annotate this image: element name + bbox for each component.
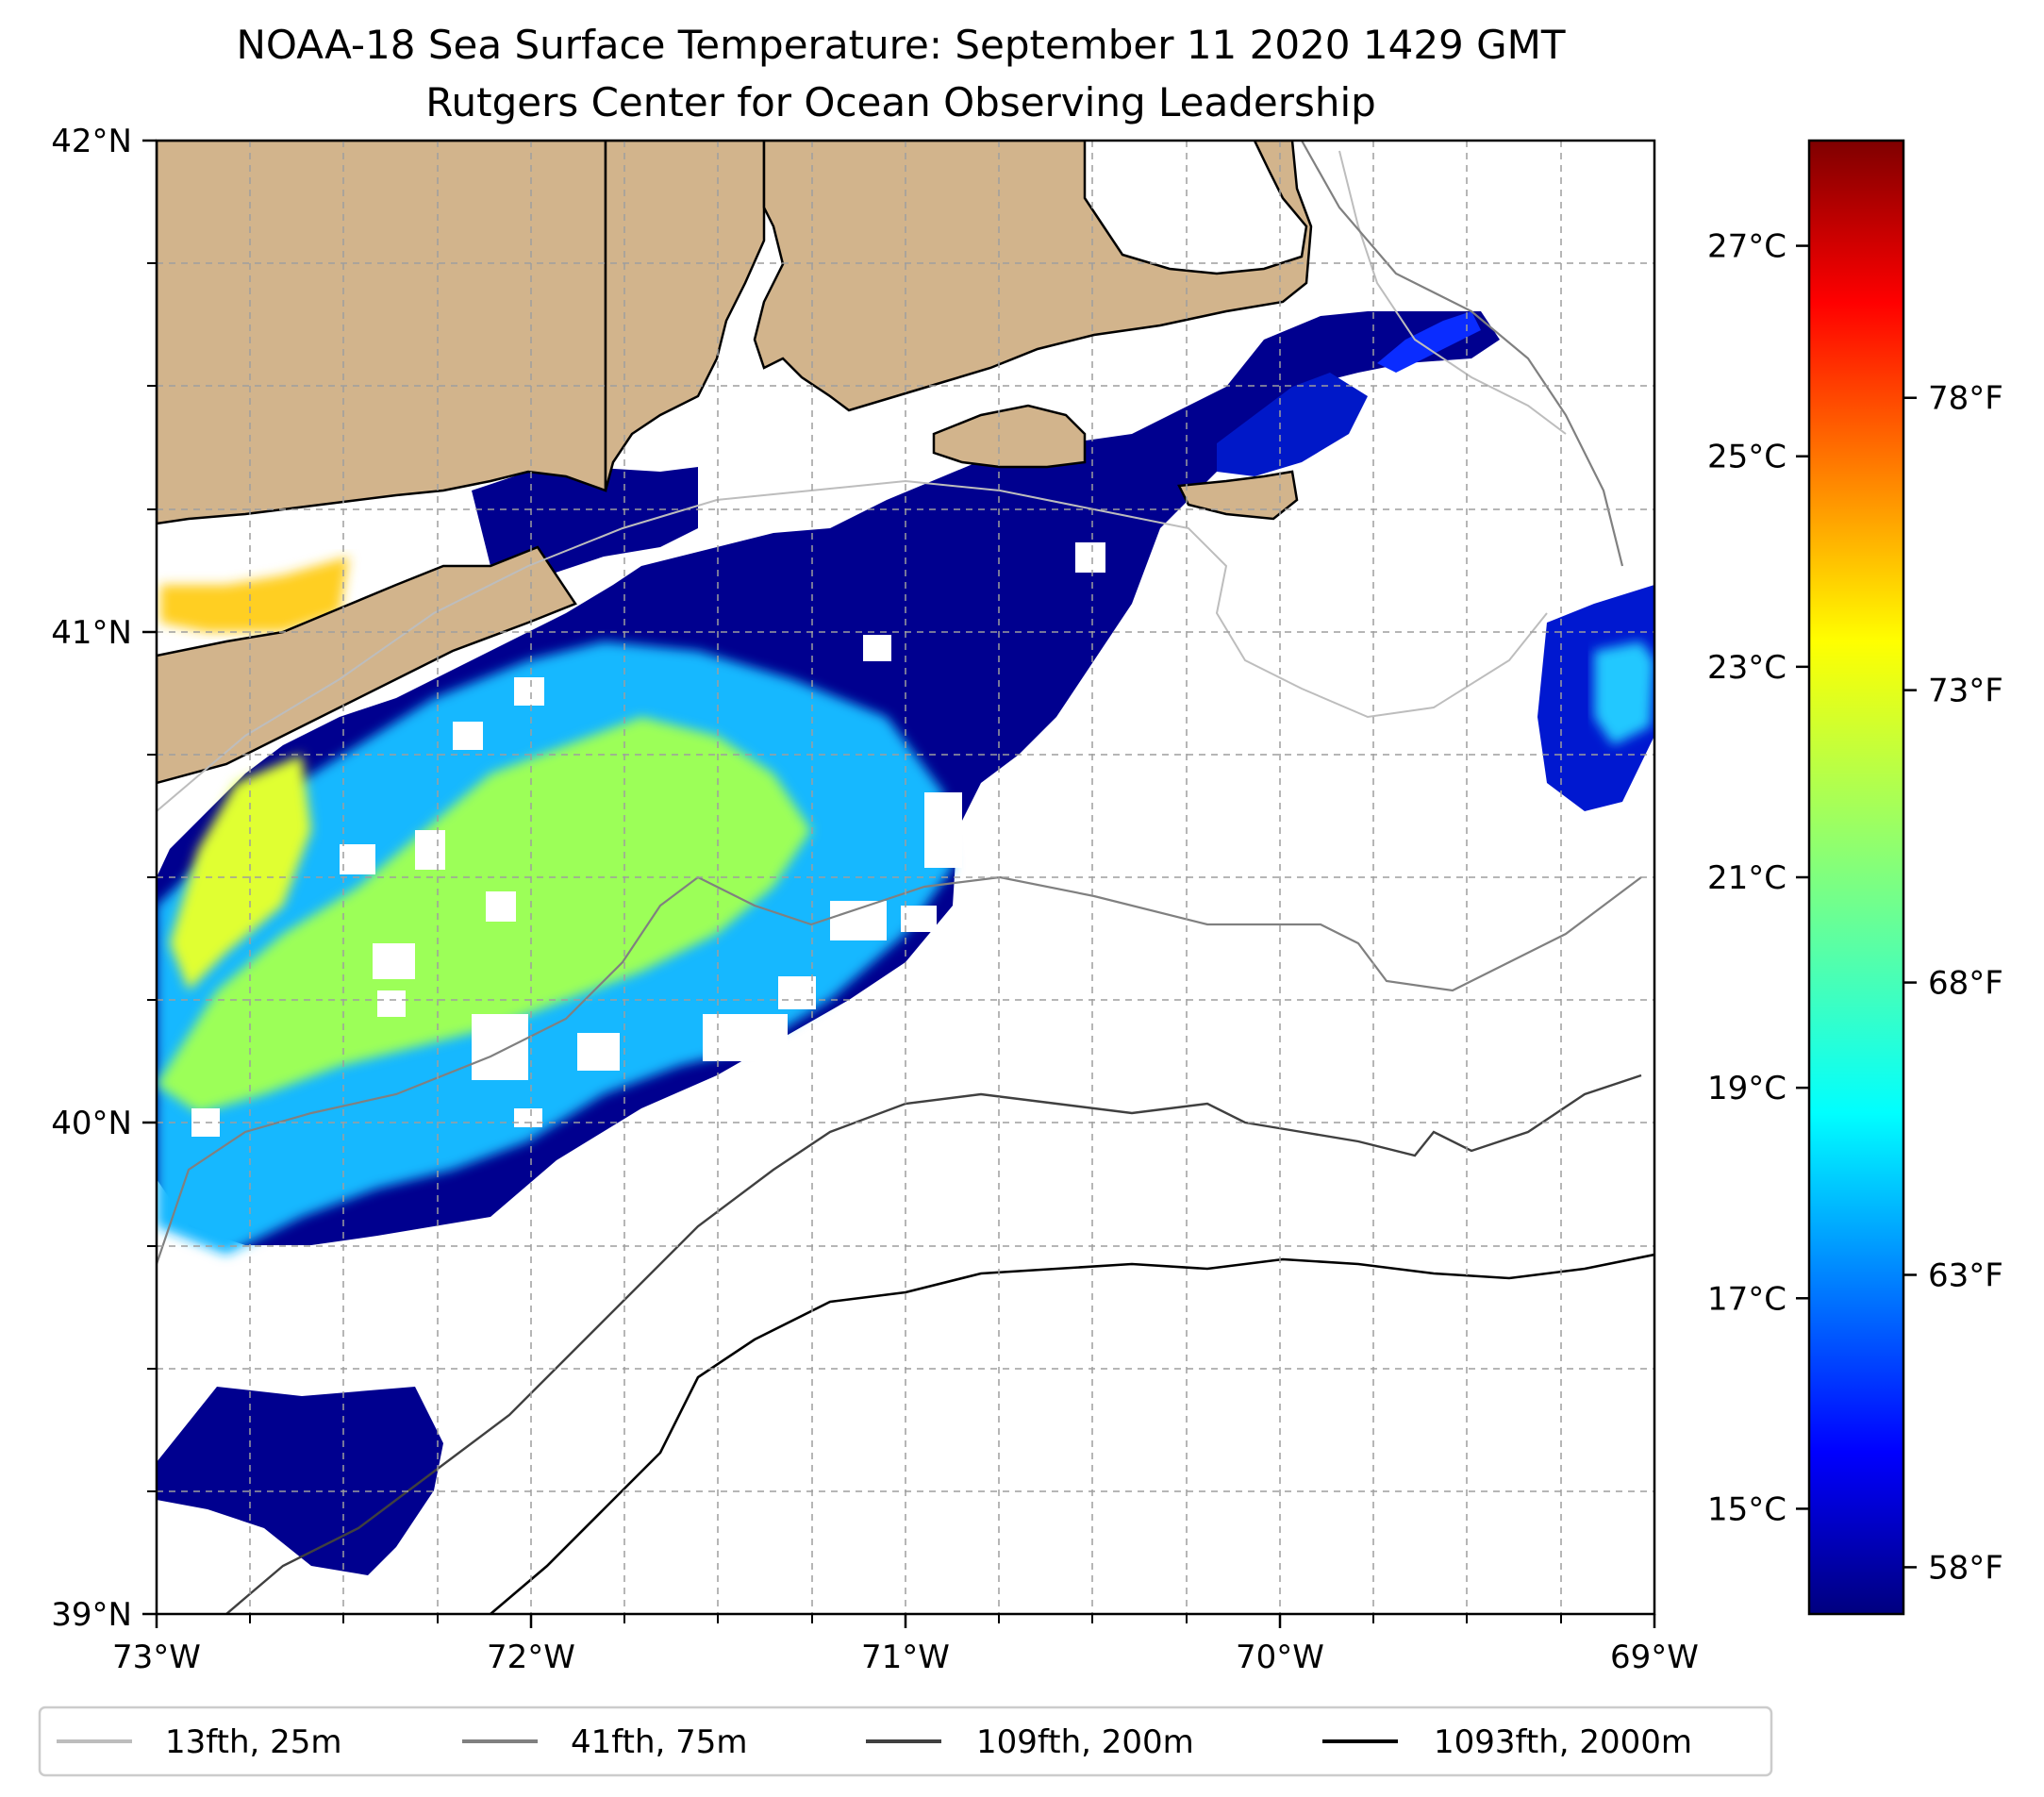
missing-data-holes bbox=[191, 542, 1105, 1137]
chart-subtitle: Rutgers Center for Ocean Observing Leade… bbox=[425, 79, 1376, 125]
y-axis bbox=[142, 139, 157, 1616]
map-minor-ticks bbox=[147, 262, 1562, 1623]
x-tick-label: 73°W bbox=[112, 1639, 201, 1676]
legend-label: 1093fth, 2000m bbox=[1434, 1723, 1692, 1761]
contour-200m bbox=[225, 1073, 1642, 1614]
land-long-island bbox=[157, 545, 577, 785]
colorbar-celsius-label: 23°C bbox=[1707, 649, 1786, 687]
x-axis bbox=[155, 1614, 1656, 1628]
sst-region-east-patch-cyan bbox=[1594, 641, 1654, 745]
sst-region-northeast-strip bbox=[1377, 311, 1481, 373]
chart-title: NOAA-18 Sea Surface Temperature: Septemb… bbox=[236, 22, 1565, 68]
land-rhode-island-mass bbox=[753, 141, 1313, 412]
contour-75m bbox=[157, 875, 1642, 1265]
legend-label: 13fth, 25m bbox=[165, 1723, 342, 1761]
legend: 13fth, 25m 41fth, 75m 109fth, 200m 1093f… bbox=[38, 1705, 1773, 1777]
sst-region-coastal-warm bbox=[160, 557, 349, 632]
colorbar-fahrenheit-ticks: 78°F 73°F 68°F 63°F 58°F bbox=[1903, 380, 2003, 1587]
x-tick-label: 71°W bbox=[861, 1639, 950, 1676]
x-tick-label: 70°W bbox=[1236, 1639, 1324, 1676]
colorbar-celsius-label: 19°C bbox=[1707, 1070, 1786, 1107]
legend-item: 13fth, 25m bbox=[57, 1723, 342, 1761]
map-panel bbox=[157, 141, 1654, 1614]
land-nantucket bbox=[1177, 470, 1299, 521]
legend-item: 41fth, 75m bbox=[462, 1723, 748, 1761]
y-tick-label: 41°N bbox=[51, 614, 132, 652]
colorbar-celsius-label: 21°C bbox=[1707, 859, 1786, 897]
colorbar-celsius-label: 15°C bbox=[1707, 1490, 1786, 1528]
sst-region-south-patch bbox=[157, 1387, 443, 1575]
legend-label: 109fth, 200m bbox=[976, 1723, 1194, 1761]
legend-item: 109fth, 200m bbox=[866, 1723, 1194, 1761]
colorbar-celsius-label: 27°C bbox=[1707, 228, 1786, 266]
colorbar-gradient bbox=[1807, 139, 1905, 1616]
legend-label: 41fth, 75m bbox=[571, 1723, 748, 1761]
contour-25m-north bbox=[1338, 150, 1567, 435]
legend-item: 1093fth, 2000m bbox=[1322, 1723, 1692, 1761]
colorbar-celsius-label: 17°C bbox=[1707, 1280, 1786, 1318]
sst-region-green-core bbox=[157, 717, 811, 1113]
x-tick-label: 72°W bbox=[487, 1639, 575, 1676]
colorbar-fahrenheit-label: 73°F bbox=[1928, 673, 2003, 710]
sst-region-yellow-core bbox=[170, 755, 311, 990]
land-martha-vineyard bbox=[932, 404, 1087, 469]
x-tick-label: 69°W bbox=[1610, 1639, 1699, 1676]
y-tick-label: 42°N bbox=[51, 123, 132, 160]
contour-2000m bbox=[490, 1253, 1654, 1614]
colorbar-fahrenheit-label: 58°F bbox=[1928, 1549, 2003, 1587]
colorbar: 27°C 25°C 23°C 21°C 19°C 17°C 15°C 78°F 73°F 68°… bbox=[1707, 139, 2003, 1616]
colorbar-fahrenheit-label: 63°F bbox=[1928, 1256, 2003, 1294]
contour-25m bbox=[157, 479, 1548, 812]
land-connecticut-coast bbox=[604, 141, 766, 491]
land-new-england bbox=[157, 141, 607, 525]
y-tick-label: 40°N bbox=[51, 1105, 132, 1142]
contour-75m-east bbox=[1301, 141, 1624, 567]
colorbar-celsius-ticks: 27°C 25°C 23°C 21°C 19°C 17°C 15°C bbox=[1707, 228, 1809, 1528]
y-tick-label: 39°N bbox=[51, 1596, 132, 1634]
sst-region-north-shelf bbox=[472, 467, 698, 575]
colorbar-celsius-label: 25°C bbox=[1707, 439, 1786, 476]
gridlines bbox=[157, 141, 1654, 1614]
colorbar-fahrenheit-label: 78°F bbox=[1928, 380, 2003, 418]
colorbar-fahrenheit-label: 68°F bbox=[1928, 965, 2003, 1003]
sst-region-nantucket bbox=[1217, 373, 1368, 476]
